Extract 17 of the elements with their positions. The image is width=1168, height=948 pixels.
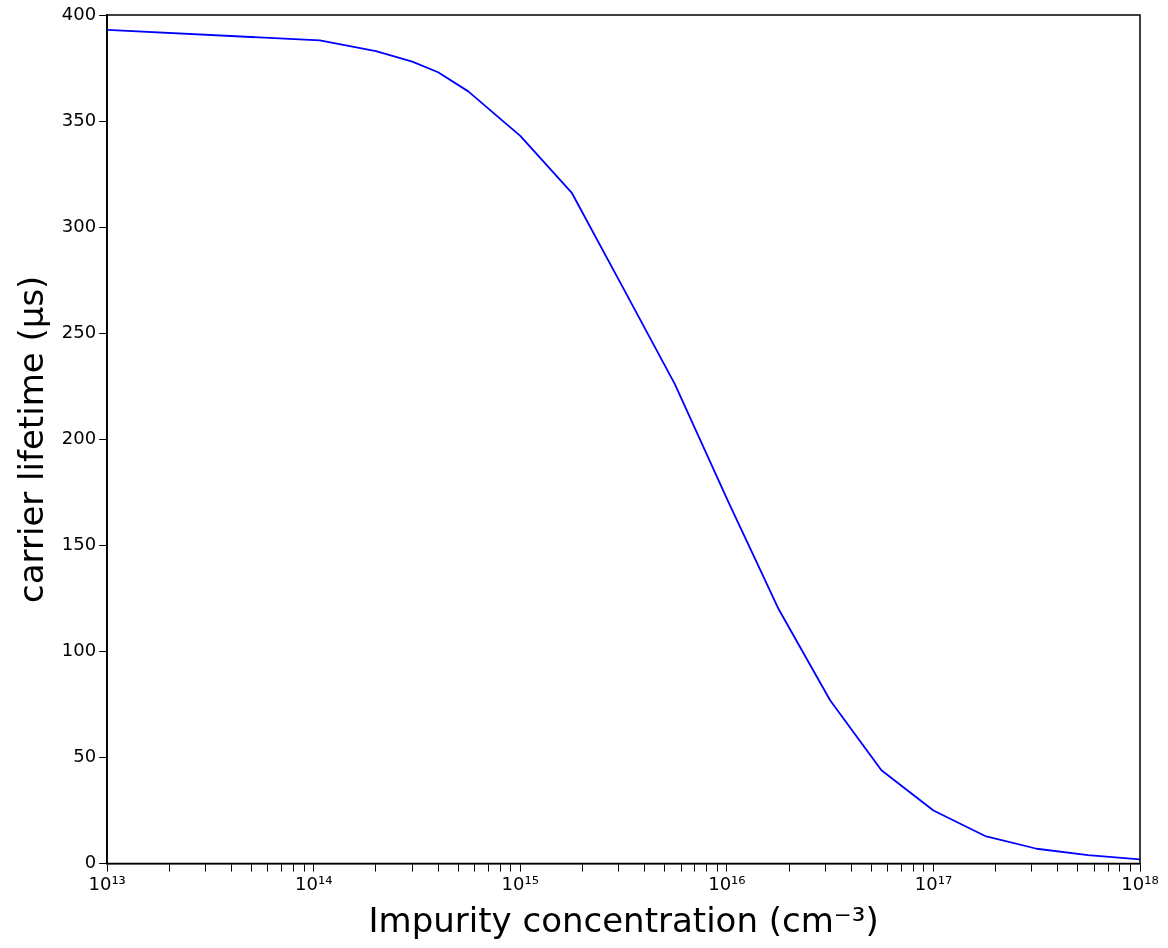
x-tick-label: 10¹⁶ xyxy=(708,873,746,895)
x-tick-label: 10¹³ xyxy=(88,873,126,895)
x-tick-label: 10¹⁷ xyxy=(914,873,953,895)
x-tick-label: 10¹⁵ xyxy=(501,873,539,895)
x-tick-label: 10¹⁸ xyxy=(1121,873,1159,895)
y-tick-label: 350 xyxy=(61,108,97,130)
y-tick-label: 200 xyxy=(61,426,97,448)
y-tick-label: 300 xyxy=(61,214,97,236)
y-tick-label: 250 xyxy=(61,320,97,342)
y-tick-label: 150 xyxy=(61,533,97,555)
y-tick-label: 50 xyxy=(73,745,97,767)
y-tick-label: 100 xyxy=(61,639,97,661)
y-axis-title: carrier lifetime (μs) xyxy=(11,275,52,603)
y-tick-label: 0 xyxy=(84,851,97,873)
x-tick-label: 10¹⁴ xyxy=(295,873,333,895)
x-axis-title: Impurity concentration (cm⁻³) xyxy=(368,900,879,941)
y-tick-label: 400 xyxy=(61,2,97,24)
